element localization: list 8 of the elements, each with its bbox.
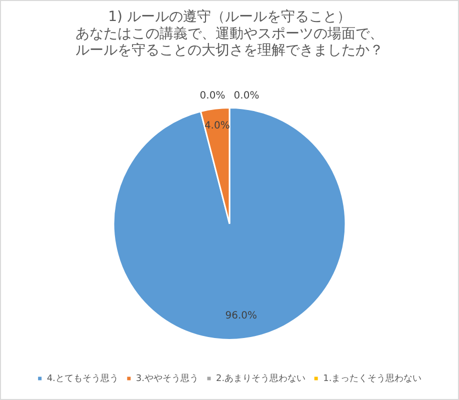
chart-title: 1) ルールの遵守（ルールを守ること）あなたはこの講義で、運動やスポーツの場面で、ルールを守ることの大切さを理解できましたか？ [76,9,384,59]
data-label: 96.0% [225,310,258,322]
text: 0.0% [234,90,260,102]
legend-label: 1.まったくそう思わない [323,372,422,384]
legend-label: 3.ややそう思う [136,372,199,384]
legend-label: 4.とてもそう思う [46,372,118,384]
legend-label: 2.あまりそう思わない [216,372,306,384]
text: 0.0% [200,90,226,102]
